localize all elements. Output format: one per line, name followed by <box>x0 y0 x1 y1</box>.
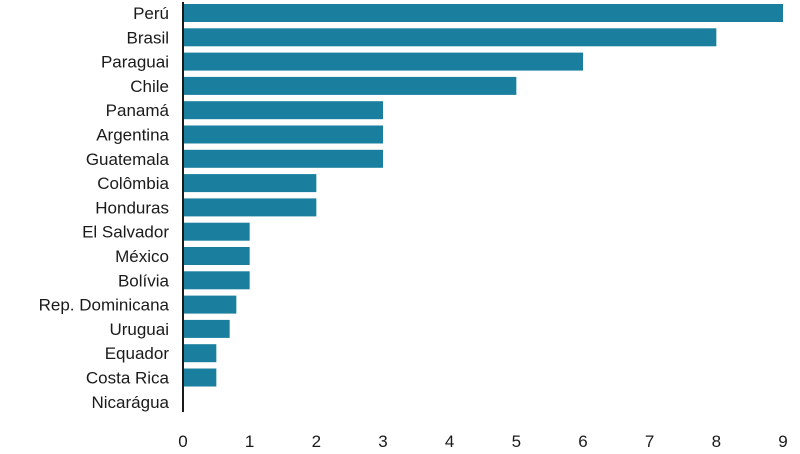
bar-1 <box>183 28 717 47</box>
bar-2 <box>183 52 583 71</box>
category-label: El Salvador <box>82 223 169 242</box>
category-label: Equador <box>105 344 170 363</box>
category-label: Perú <box>133 4 169 23</box>
category-label: Nicarágua <box>92 393 170 412</box>
category-label: Brasil <box>126 28 169 47</box>
bar-6 <box>183 149 383 168</box>
category-label: Panamá <box>106 101 170 120</box>
bars-group <box>183 4 783 387</box>
x-tick-label: 3 <box>378 432 387 451</box>
bar-3 <box>183 76 517 95</box>
x-tick-label: 5 <box>512 432 521 451</box>
category-label: Paraguai <box>101 53 169 72</box>
category-label: Uruguai <box>109 320 169 339</box>
bar-5 <box>183 125 383 144</box>
category-label: Colômbia <box>97 174 169 193</box>
category-label: Honduras <box>95 198 169 217</box>
category-label: México <box>115 247 169 266</box>
x-tick-label: 1 <box>245 432 254 451</box>
x-tick-label: 7 <box>645 432 654 451</box>
x-tick-label: 8 <box>712 432 721 451</box>
bar-11 <box>183 271 250 290</box>
bar-15 <box>183 368 217 387</box>
bar-0 <box>183 4 783 22</box>
category-labels: Perú Brasil Paraguai Chile Panamá Argentina Gu… <box>39 4 170 412</box>
category-label: Guatemala <box>86 150 170 169</box>
x-tick-label: 6 <box>578 432 587 451</box>
bar-10 <box>183 247 250 265</box>
bar-9 <box>183 222 250 241</box>
category-label: Costa Rica <box>86 369 170 388</box>
category-label: Argentina <box>96 126 169 145</box>
category-label: Rep. Dominicana <box>39 296 170 315</box>
bar-8 <box>183 198 317 217</box>
x-tick-labels: 0 1 2 3 4 5 6 7 8 9 <box>178 432 787 451</box>
category-label: Bolívia <box>118 271 170 290</box>
x-tick-label: 2 <box>312 432 321 451</box>
x-tick-label: 4 <box>445 432 454 451</box>
bar-4 <box>183 101 383 120</box>
bar-13 <box>183 319 230 338</box>
bar-14 <box>183 344 217 363</box>
x-tick-label: 0 <box>178 432 187 451</box>
bar-12 <box>183 295 237 314</box>
x-tick-label: 9 <box>778 432 787 451</box>
category-label: Chile <box>130 77 169 96</box>
bar-7 <box>183 174 317 193</box>
